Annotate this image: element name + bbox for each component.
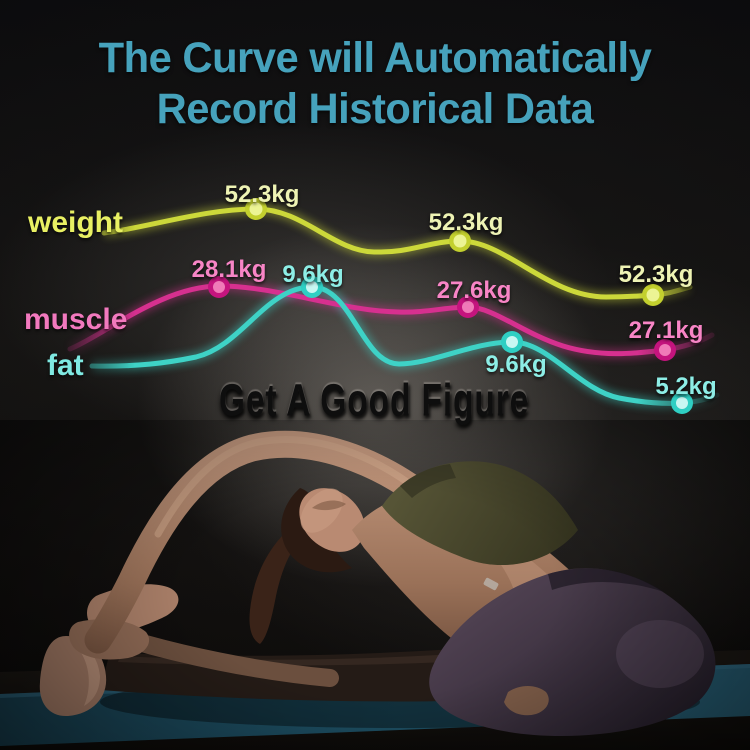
weight-dot-2-center xyxy=(453,234,467,248)
muscle-curve xyxy=(67,283,715,357)
fat-dot-1-center xyxy=(306,281,318,293)
weight-point-label-1: 52.3kg xyxy=(224,181,300,208)
title-line-1: The Curve will Automatically xyxy=(98,34,652,82)
weight-point-label-2: 52.3kg xyxy=(428,209,504,236)
fat-dot-2-center xyxy=(506,336,518,348)
muscle-point-label-3: 27.1kg xyxy=(628,317,704,344)
fat-point-label-3: 5.2kg xyxy=(655,373,717,400)
muscle-dot-1-center xyxy=(213,281,225,293)
title-line-2: Record Historical Data xyxy=(156,85,594,133)
muscle-point-label-2: 27.6kg xyxy=(436,277,512,304)
muscle-dot-2-center xyxy=(462,301,474,313)
page-title: The Curve will Automatically Record Hist… xyxy=(11,33,739,135)
fat-points xyxy=(301,276,693,414)
weight-dot-1-center xyxy=(249,202,263,216)
muscle-point-label-1: 28.1kg xyxy=(191,256,267,283)
weight-point-label-3: 52.3kg xyxy=(618,261,694,288)
fat-point-label-2: 9.6kg xyxy=(485,351,547,378)
legend-muscle: muscle xyxy=(24,303,128,336)
legend-fat: fat xyxy=(47,349,84,382)
muscle-points xyxy=(208,276,676,361)
weight-dot-3-center xyxy=(646,288,660,302)
weight-points xyxy=(245,198,664,306)
fat-dot-3-center xyxy=(676,397,688,409)
fat-point-label-1: 9.6kg xyxy=(282,261,344,288)
legend-weight: weight xyxy=(28,206,123,239)
tagline: Get A Good Figure xyxy=(218,375,530,426)
fat-curve xyxy=(89,284,720,406)
muscle-dot-3-center xyxy=(659,344,671,356)
